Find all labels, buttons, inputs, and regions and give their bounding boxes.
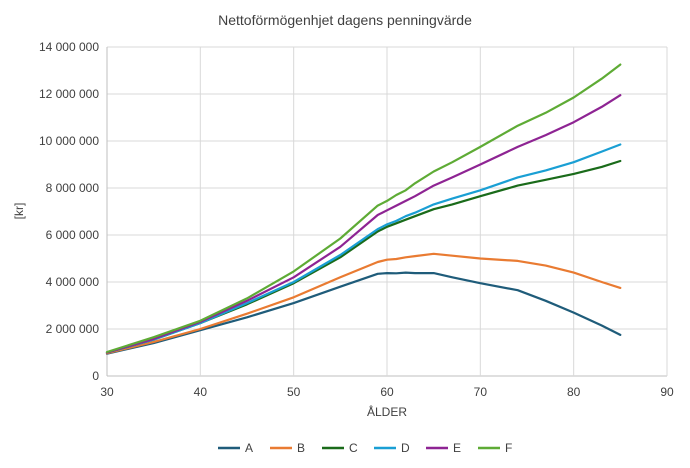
y-tick-label: 6 000 000 bbox=[46, 228, 100, 242]
series-line-E bbox=[105, 94, 622, 354]
legend-label-A: A bbox=[245, 441, 253, 455]
series-lines bbox=[105, 63, 622, 355]
x-tick-label: 80 bbox=[567, 385, 581, 399]
y-tick-label: 10 000 000 bbox=[39, 134, 99, 148]
x-tick-label: 60 bbox=[380, 385, 394, 399]
x-tick-label: 70 bbox=[474, 385, 488, 399]
y-tick-label: 4 000 000 bbox=[46, 275, 100, 289]
y-axis-ticks: 0 2 000 000 4 000 000 6 000 000 8 000 000 10 … bbox=[39, 40, 99, 383]
legend: A B C D E F bbox=[218, 441, 512, 455]
y-tick-label: 2 000 000 bbox=[46, 322, 100, 336]
x-tick-label: 30 bbox=[100, 385, 114, 399]
series-line-D bbox=[105, 143, 622, 354]
legend-label-C: C bbox=[349, 441, 358, 455]
y-tick-label: 8 000 000 bbox=[46, 181, 100, 195]
y-tick-label: 0 bbox=[92, 369, 99, 383]
y-tick-label: 12 000 000 bbox=[39, 87, 99, 101]
grid bbox=[106, 46, 668, 377]
series-line-A bbox=[105, 271, 622, 355]
series-line-B bbox=[105, 252, 622, 355]
x-tick-label: 40 bbox=[194, 385, 208, 399]
legend-label-D: D bbox=[401, 441, 410, 455]
chart-title: Nettoförmögenhjet dagens penningvärde bbox=[218, 12, 472, 28]
legend-label-B: B bbox=[297, 441, 305, 455]
x-tick-label: 50 bbox=[287, 385, 301, 399]
y-tick-label: 14 000 000 bbox=[39, 40, 99, 54]
series-line-C bbox=[105, 159, 622, 354]
y-axis-label: [kr] bbox=[12, 203, 26, 220]
series-line-F bbox=[105, 63, 622, 354]
legend-label-E: E bbox=[453, 441, 461, 455]
legend-label-F: F bbox=[505, 441, 512, 455]
x-axis-label: ÅLDER bbox=[367, 404, 407, 419]
x-axis-ticks: 30 40 50 60 70 80 90 bbox=[100, 385, 674, 399]
x-tick-label: 90 bbox=[660, 385, 674, 399]
